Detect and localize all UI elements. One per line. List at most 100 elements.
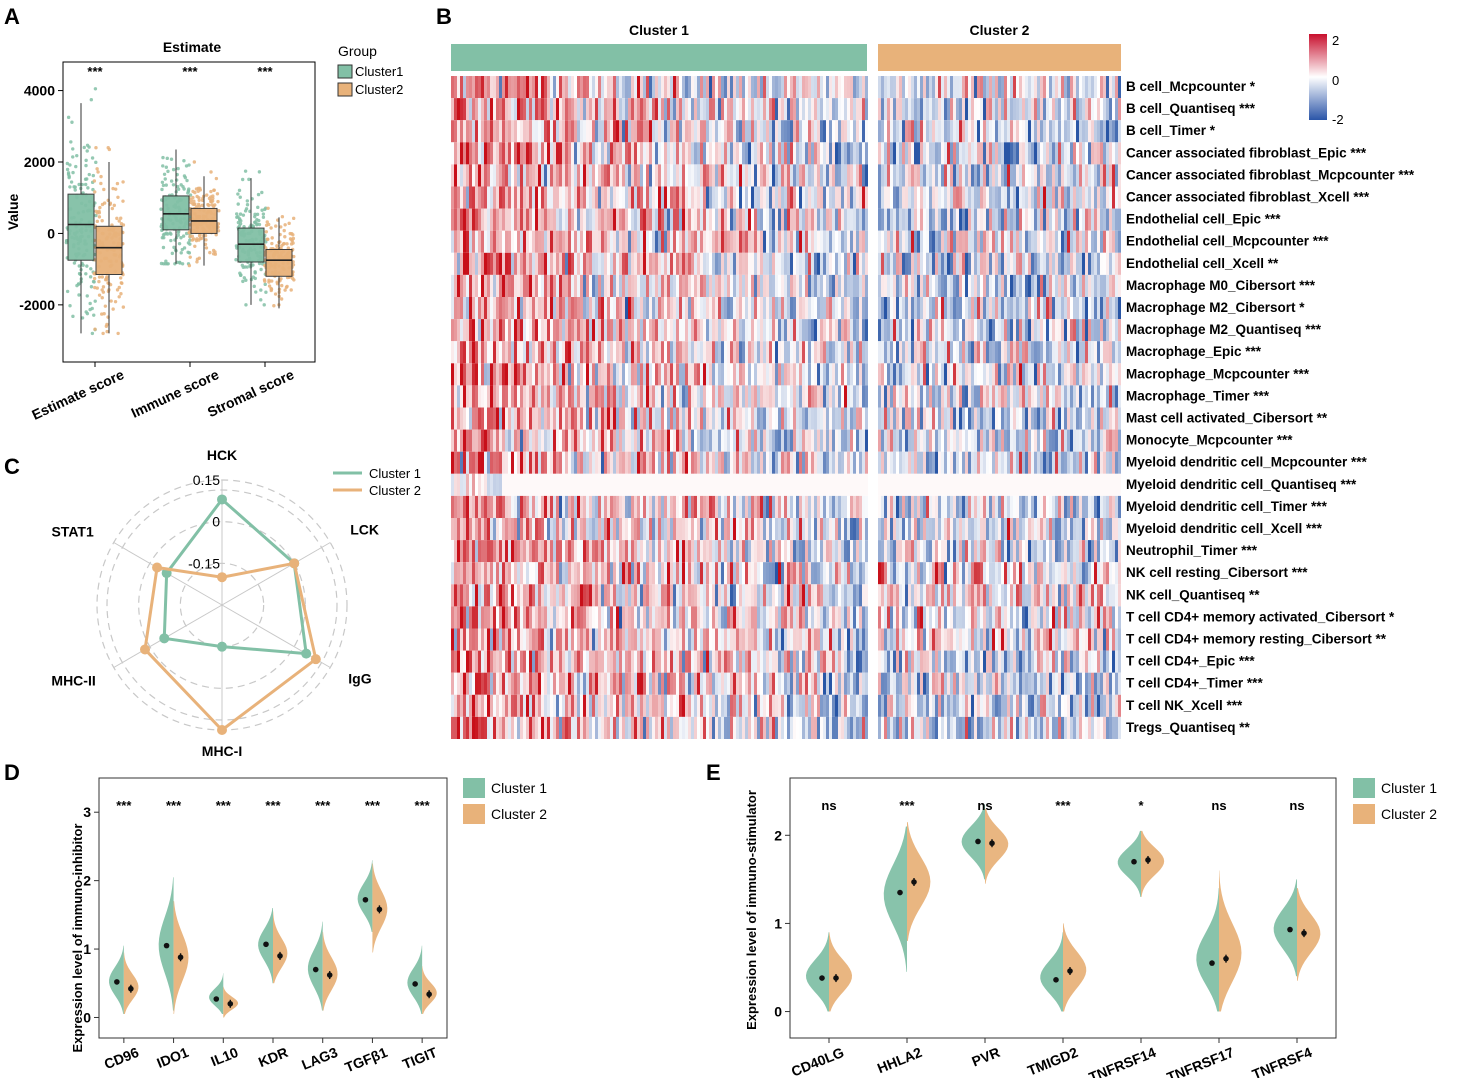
heatmap-cell <box>556 385 559 408</box>
data-point <box>273 292 278 296</box>
heatmap-cell <box>787 297 790 320</box>
heatmap-cell <box>625 230 628 253</box>
heatmap-cell <box>556 98 559 121</box>
data-point <box>288 237 293 241</box>
heatmap-cell <box>890 142 893 165</box>
heatmap-cell <box>1088 230 1091 253</box>
heatmap-cell <box>571 407 574 430</box>
heatmap-cell <box>754 407 757 430</box>
heatmap-cell <box>832 297 835 320</box>
heatmap-cell <box>905 76 908 99</box>
heatmap-cell <box>1076 407 1079 430</box>
heatmap-cell <box>935 297 938 320</box>
heatmap-cell <box>736 319 739 342</box>
heatmap-cell <box>968 319 971 342</box>
heatmap-cell <box>778 230 781 253</box>
heatmap-cell <box>832 186 835 209</box>
heatmap-cell <box>487 76 490 99</box>
heatmap-cell <box>511 429 514 452</box>
data-point <box>188 193 193 197</box>
heatmap-cell <box>718 186 721 209</box>
heatmap-cell <box>484 407 487 430</box>
heatmap-cell <box>772 252 775 275</box>
heatmap-cell <box>478 363 481 386</box>
heatmap-cell <box>841 98 844 121</box>
heatmap-cell <box>670 274 673 297</box>
heatmap-cell <box>853 274 856 297</box>
data-point <box>95 167 99 171</box>
heatmap-cell <box>670 186 673 209</box>
heatmap-cell <box>622 363 625 386</box>
heatmap-cell <box>1046 407 1049 430</box>
heatmap-cell <box>956 274 959 297</box>
heatmap-cell <box>1052 363 1055 386</box>
heatmap-cell <box>980 297 983 320</box>
heatmap-cell <box>610 208 613 231</box>
heatmap-cell <box>829 319 832 342</box>
heatmap-cell <box>983 274 986 297</box>
heatmap-cell <box>469 473 472 496</box>
heatmap-cell <box>691 274 694 297</box>
heatmap-cell <box>1079 429 1082 452</box>
heatmap-cell <box>598 274 601 297</box>
heatmap-cell <box>790 319 793 342</box>
heatmap-cell <box>622 319 625 342</box>
heatmap-cell <box>499 319 502 342</box>
data-point <box>209 199 213 204</box>
heatmap-cell <box>878 319 881 342</box>
heatmap-cell <box>1037 208 1040 231</box>
heatmap-cell <box>1031 297 1034 320</box>
heatmap-cell <box>878 297 881 320</box>
heatmap-cell <box>778 451 781 474</box>
heatmap-cell <box>739 363 742 386</box>
heatmap-cell <box>565 407 568 430</box>
heatmap-cell <box>1022 98 1025 121</box>
heatmap-cell <box>601 363 604 386</box>
data-point <box>92 280 96 284</box>
heatmap-cell <box>959 164 962 187</box>
heatmap-cell <box>859 407 862 430</box>
heatmap-cell <box>490 319 493 342</box>
heatmap-cell <box>799 451 802 474</box>
heatmap-cell <box>835 363 838 386</box>
heatmap-cell <box>616 252 619 275</box>
heatmap-cell <box>553 407 556 430</box>
heatmap-cell <box>953 363 956 386</box>
heatmap-cell <box>890 164 893 187</box>
heatmap-cell <box>1079 98 1082 121</box>
heatmap-cell <box>1052 319 1055 342</box>
heatmap-cell <box>1028 120 1031 143</box>
heatmap-cell <box>832 230 835 253</box>
heatmap-cell <box>986 76 989 99</box>
data-point <box>85 149 89 153</box>
heatmap-cell <box>998 142 1001 165</box>
heatmap-cell <box>511 341 514 364</box>
heatmap-cell <box>1064 164 1067 187</box>
heatmap-cell <box>950 385 953 408</box>
heatmap-cell <box>727 164 730 187</box>
heatmap-cell <box>706 385 709 408</box>
heatmap-cell <box>1058 297 1061 320</box>
heatmap-cell <box>1043 142 1046 165</box>
heatmap-cell <box>496 363 499 386</box>
heatmap-cell <box>998 164 1001 187</box>
heatmap-cell <box>553 319 556 342</box>
data-point <box>166 262 170 266</box>
heatmap-cell <box>715 76 718 99</box>
heatmap-cell <box>565 120 568 143</box>
heatmap-cell <box>601 252 604 275</box>
heatmap-cell <box>890 451 893 474</box>
heatmap-cell <box>859 341 862 364</box>
heatmap-cell <box>838 230 841 253</box>
heatmap-cell <box>805 76 808 99</box>
heatmap-cell <box>784 451 787 474</box>
heatmap-cell <box>475 164 478 187</box>
heatmap-cell <box>559 274 562 297</box>
heatmap-cell <box>899 451 902 474</box>
data-point <box>169 232 173 236</box>
heatmap-cell <box>890 98 893 121</box>
heatmap-cell <box>640 407 643 430</box>
heatmap-cell <box>616 319 619 342</box>
heatmap-cell <box>826 274 829 297</box>
heatmap-cell <box>1025 120 1028 143</box>
